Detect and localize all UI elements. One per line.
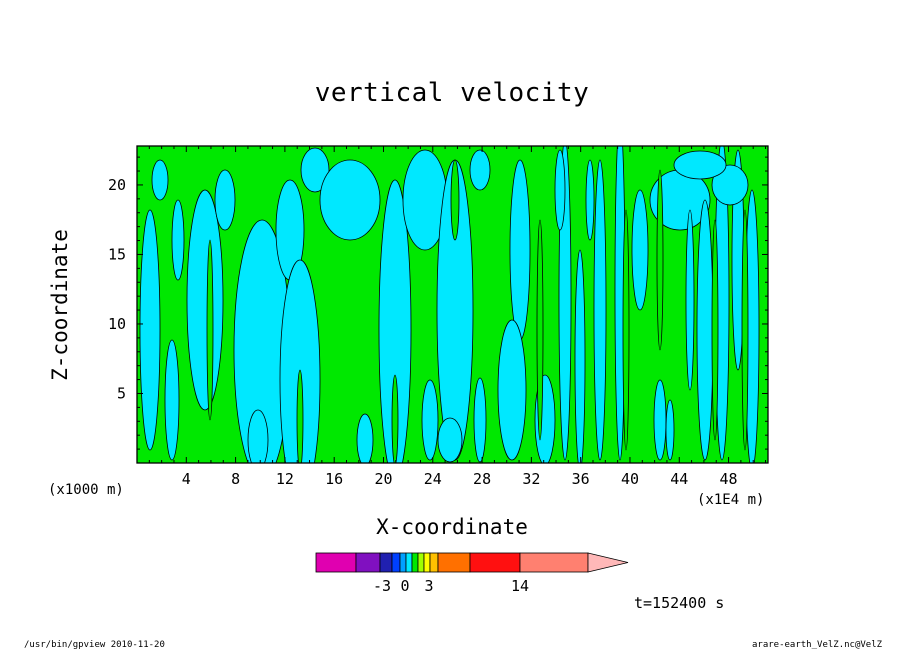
chart-title: vertical velocity <box>314 78 590 108</box>
colorbar-segment <box>519 552 589 573</box>
colorbar-tick-label: 3 <box>424 577 433 595</box>
footer-left: /usr/bin/gpview 2010-11-20 <box>24 640 165 650</box>
plot-frame <box>136 145 769 464</box>
x-tick-label: 12 <box>276 470 294 488</box>
x-tick-label: 36 <box>572 470 590 488</box>
colorbar-segment <box>379 552 393 573</box>
x-axis-label: X-coordinate <box>376 515 528 539</box>
colorbar-segment <box>391 552 401 573</box>
colorbar-segment <box>423 552 431 573</box>
x-tick-label: 16 <box>325 470 343 488</box>
colorbar-segment <box>399 552 407 573</box>
x-tick-label: 4 <box>182 470 191 488</box>
x-axis: 4 8 12 16 20 24 28 32 36 40 44 48 <box>148 146 767 488</box>
x-unit-label: (x1E4 m) <box>697 492 765 508</box>
x-tick-label: 48 <box>720 470 738 488</box>
y-axis-label: Z-coordinate <box>48 229 72 381</box>
colorbar-segment <box>355 552 381 573</box>
colorbar-segment <box>411 552 419 573</box>
y-unit-label: (x1000 m) <box>48 482 124 498</box>
x-tick-label: 20 <box>374 470 392 488</box>
x-tick-label: 24 <box>424 470 442 488</box>
colorbar: -3 0 3 14 <box>315 552 629 595</box>
colorbar-segment <box>315 552 357 573</box>
contour-fill <box>139 146 760 463</box>
y-tick-label: 10 <box>108 315 126 333</box>
y-tick-label: 20 <box>108 176 126 194</box>
colorbar-arrow <box>587 552 629 573</box>
y-tick-label: 5 <box>117 384 126 402</box>
time-label: t=152400 s <box>634 594 725 612</box>
colorbar-segment <box>429 552 439 573</box>
x-tick-label: 32 <box>522 470 540 488</box>
x-tick-label: 28 <box>473 470 491 488</box>
y-axis: 5 10 15 20 <box>108 156 768 450</box>
colorbar-segment <box>469 552 521 573</box>
colorbar-tick-label: 0 <box>400 577 409 595</box>
colorbar-tick-label: -3 <box>373 577 391 595</box>
x-tick-label: 8 <box>231 470 240 488</box>
x-tick-label: 44 <box>670 470 688 488</box>
x-tick-label: 40 <box>621 470 639 488</box>
colorbar-tick-label: 14 <box>511 577 529 595</box>
colorbar-segment <box>437 552 471 573</box>
y-tick-label: 15 <box>108 245 126 263</box>
footer-right: arare-earth_VelZ.nc@VelZ <box>752 640 883 650</box>
colorbar-segment <box>417 552 425 573</box>
colorbar-segment <box>405 552 413 573</box>
